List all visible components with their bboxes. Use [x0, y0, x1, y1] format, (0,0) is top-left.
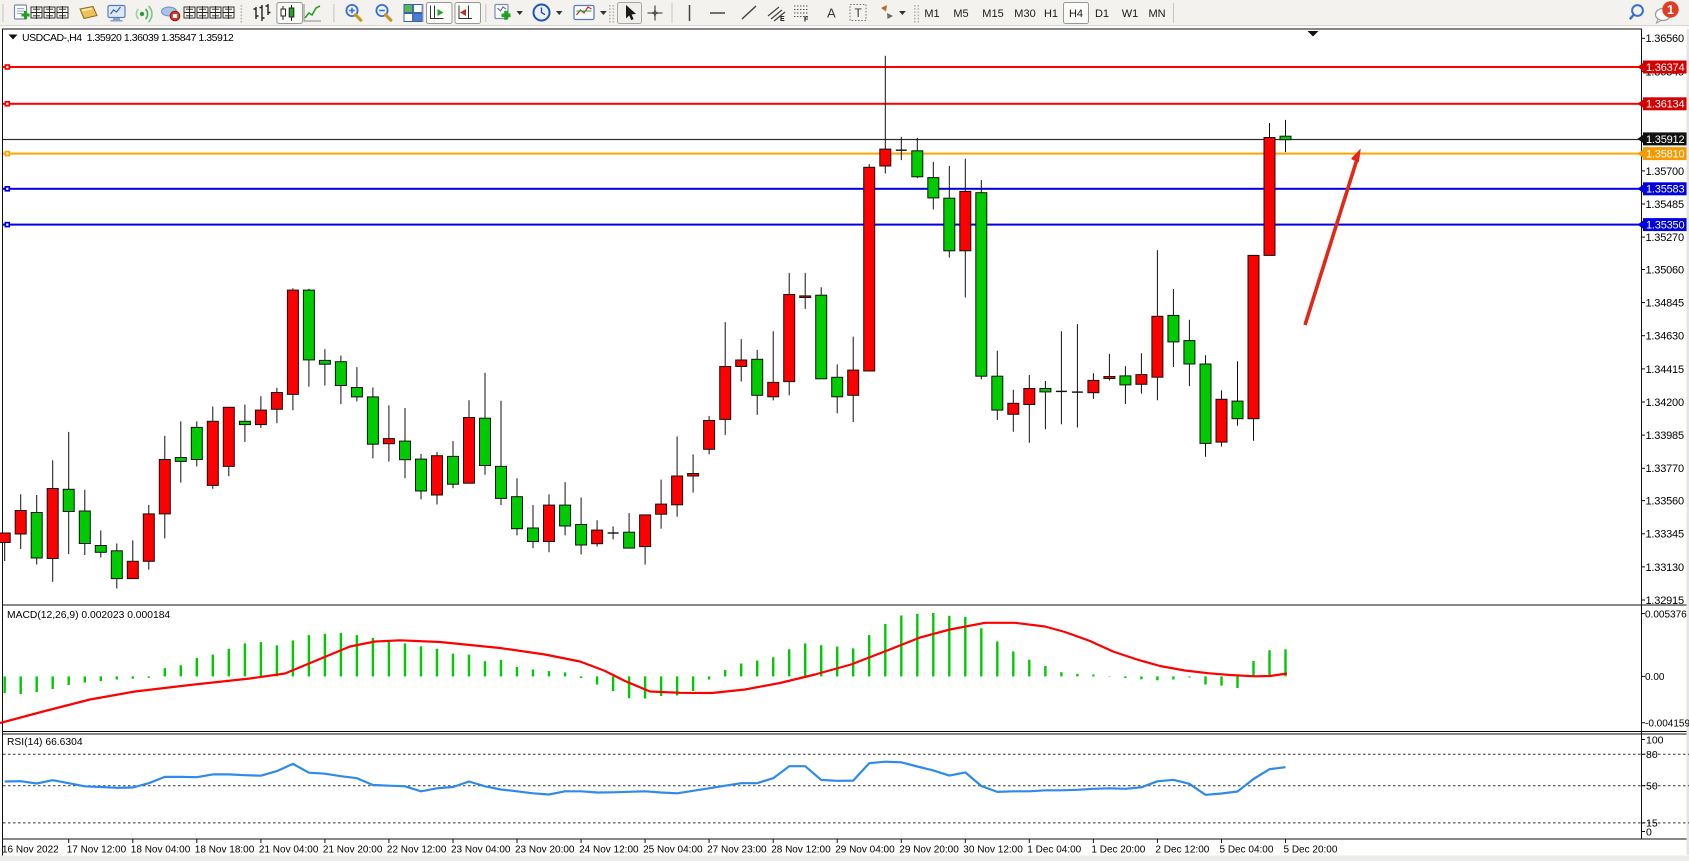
svg-text:M15: M15	[982, 8, 1003, 20]
svg-text:100: 100	[1646, 734, 1664, 746]
svg-text:M30: M30	[1014, 8, 1035, 20]
svg-text:T: T	[855, 6, 863, 20]
svg-text:RSI(14) 66.6304: RSI(14) 66.6304	[7, 737, 83, 748]
svg-text:1.33345: 1.33345	[1646, 529, 1684, 541]
svg-text:1.34200: 1.34200	[1646, 397, 1684, 409]
svg-text:1.33770: 1.33770	[1646, 463, 1684, 475]
svg-text:M5: M5	[953, 8, 968, 20]
svg-text:22 Nov 12:00: 22 Nov 12:00	[387, 845, 447, 856]
svg-text:1.35700: 1.35700	[1646, 166, 1684, 178]
svg-text:1.35270: 1.35270	[1646, 232, 1684, 244]
svg-text:H1: H1	[1044, 8, 1058, 20]
svg-text:1.35583: 1.35583	[1646, 184, 1684, 196]
svg-text:80: 80	[1646, 749, 1658, 761]
svg-text:1.35485: 1.35485	[1646, 199, 1684, 211]
svg-text:1.33560: 1.33560	[1646, 496, 1684, 508]
svg-text:E: E	[780, 16, 785, 23]
svg-text:1.36134: 1.36134	[1646, 99, 1684, 111]
svg-text:1.34630: 1.34630	[1646, 331, 1684, 343]
svg-text:1.34415: 1.34415	[1646, 364, 1684, 376]
svg-text:5 Dec 20:00: 5 Dec 20:00	[1284, 845, 1338, 856]
svg-text:29 Nov 20:00: 29 Nov 20:00	[899, 845, 959, 856]
svg-text:24 Nov 12:00: 24 Nov 12:00	[579, 845, 639, 856]
svg-text:18 Nov 04:00: 18 Nov 04:00	[131, 845, 191, 856]
svg-text:17 Nov 12:00: 17 Nov 12:00	[67, 845, 127, 856]
svg-text:2 Dec 12:00: 2 Dec 12:00	[1155, 845, 1209, 856]
svg-text:1: 1	[1667, 3, 1674, 17]
svg-text:1 Dec 20:00: 1 Dec 20:00	[1091, 845, 1145, 856]
svg-text:1.33985: 1.33985	[1646, 430, 1684, 442]
svg-text:MN: MN	[1148, 8, 1165, 20]
svg-text:50: 50	[1646, 781, 1658, 793]
svg-text:A: A	[827, 6, 836, 21]
svg-text:MACD(12,26,9) 0.002023 0.00018: MACD(12,26,9) 0.002023 0.000184	[7, 610, 170, 621]
svg-text:23 Nov 04:00: 23 Nov 04:00	[451, 845, 511, 856]
svg-text:5 Dec 04:00: 5 Dec 04:00	[1220, 845, 1274, 856]
svg-text:-0.004159: -0.004159	[1645, 718, 1689, 729]
svg-text:30 Nov 12:00: 30 Nov 12:00	[963, 845, 1023, 856]
svg-text:29 Nov 04:00: 29 Nov 04:00	[835, 845, 895, 856]
svg-text:18 Nov 18:00: 18 Nov 18:00	[195, 845, 255, 856]
svg-text:21 Nov 20:00: 21 Nov 20:00	[323, 845, 383, 856]
svg-text:1.36374: 1.36374	[1646, 62, 1684, 74]
svg-text:21 Nov 04:00: 21 Nov 04:00	[259, 845, 319, 856]
svg-text:1.35060: 1.35060	[1646, 264, 1684, 276]
svg-text:M1: M1	[924, 8, 939, 20]
svg-text:W1: W1	[1122, 8, 1139, 20]
svg-text:1.32915: 1.32915	[1646, 595, 1684, 607]
svg-text:15: 15	[1646, 818, 1658, 830]
svg-text:1 Dec 04:00: 1 Dec 04:00	[1027, 845, 1081, 856]
svg-text:F: F	[804, 17, 809, 24]
svg-text:1.35810: 1.35810	[1646, 149, 1684, 161]
svg-text:16 Nov 2022: 16 Nov 2022	[2, 845, 59, 856]
svg-text:0.005376: 0.005376	[1645, 609, 1687, 620]
svg-text:1.34845: 1.34845	[1646, 298, 1684, 310]
svg-text:1.35912: 1.35912	[1646, 134, 1684, 146]
svg-text:0.00: 0.00	[1645, 672, 1665, 683]
svg-text:1.35350: 1.35350	[1646, 220, 1684, 232]
svg-text:D1: D1	[1095, 8, 1109, 20]
svg-text:1.36560: 1.36560	[1646, 33, 1684, 45]
svg-text:27 Nov 23:00: 27 Nov 23:00	[707, 845, 767, 856]
svg-text:28 Nov 12:00: 28 Nov 12:00	[771, 845, 831, 856]
svg-text:H4: H4	[1069, 8, 1083, 20]
svg-text:0: 0	[1646, 826, 1652, 838]
svg-text:1.33130: 1.33130	[1646, 562, 1684, 574]
svg-text:23 Nov 20:00: 23 Nov 20:00	[515, 845, 575, 856]
svg-text:25 Nov 04:00: 25 Nov 04:00	[643, 845, 703, 856]
svg-text:USDCAD-,H4 1.35920 1.36039 1.: USDCAD-,H4 1.35920 1.36039 1.35847 1.359…	[22, 32, 234, 44]
